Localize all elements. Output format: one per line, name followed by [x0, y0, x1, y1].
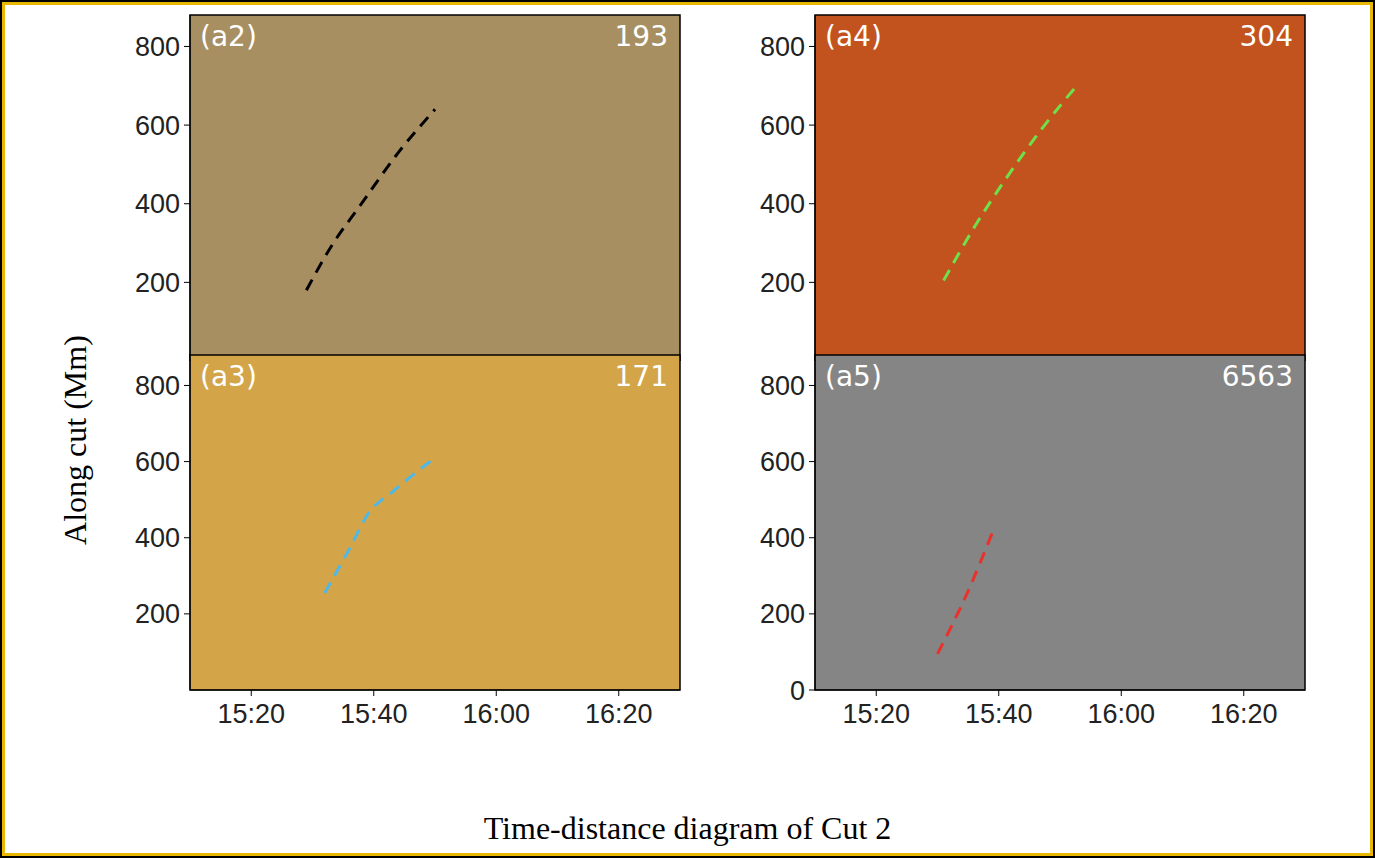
- svg-text:16:00: 16:00: [1087, 699, 1155, 729]
- html-text:Time-distance diagram of Cut 2: Time-distance diagram of Cut 2: [483, 810, 892, 846]
- svg-text:400: 400: [760, 189, 805, 219]
- svg-text:400: 400: [760, 523, 805, 553]
- html-text:304: 304: [1239, 20, 1293, 53]
- html-text:(a4): (a4): [825, 20, 882, 53]
- svg-text:400: 400: [135, 523, 180, 553]
- svg-text:200: 200: [135, 268, 180, 298]
- svg-text:800: 800: [760, 32, 805, 62]
- html-text:193: 193: [614, 20, 668, 53]
- svg-text:200: 200: [760, 268, 805, 298]
- html-text:(a2): (a2): [200, 20, 257, 53]
- svg-text:400: 400: [135, 189, 180, 219]
- svg-text:16:20: 16:20: [1210, 699, 1278, 729]
- svg-text:15:40: 15:40: [965, 699, 1033, 729]
- svg-text:800: 800: [135, 371, 180, 401]
- svg-text:800: 800: [135, 32, 180, 62]
- svg-text:200: 200: [760, 599, 805, 629]
- svg-text:600: 600: [760, 111, 805, 141]
- svg-text:600: 600: [135, 111, 180, 141]
- svg-text:800: 800: [760, 371, 805, 401]
- html-text:6563: 6563: [1221, 360, 1293, 393]
- svg-text:16:20: 16:20: [585, 699, 653, 729]
- svg-text:0: 0: [790, 676, 805, 706]
- html-text:171: 171: [614, 360, 668, 393]
- svg-text:15:20: 15:20: [217, 699, 285, 729]
- svg-text:15:20: 15:20: [842, 699, 910, 729]
- svg-text:600: 600: [135, 447, 180, 477]
- html-text:(a5): (a5): [825, 360, 882, 393]
- svg-text:16:00: 16:00: [462, 699, 530, 729]
- html-text:Along cut (Mm): Along cut (Mm): [57, 335, 93, 545]
- html-text:(a3): (a3): [200, 360, 257, 393]
- svg-text:600: 600: [760, 447, 805, 477]
- svg-text:200: 200: [135, 599, 180, 629]
- svg-text:15:40: 15:40: [340, 699, 408, 729]
